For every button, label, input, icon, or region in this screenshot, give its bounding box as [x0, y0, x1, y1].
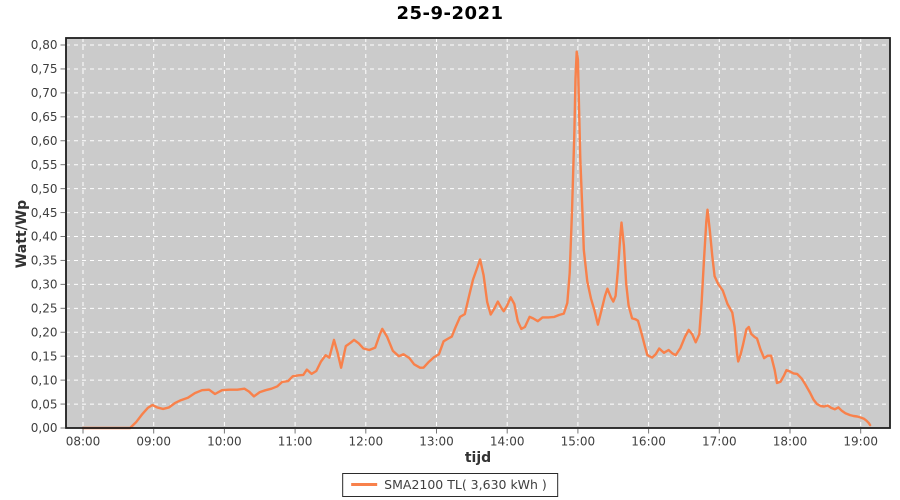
x-tick-label: 17:00 — [702, 435, 737, 449]
y-tick-label: 0,25 — [31, 302, 58, 316]
y-tick-label: 0,65 — [31, 110, 58, 124]
x-tick-label: 12:00 — [349, 435, 384, 449]
plot-background — [66, 38, 890, 428]
legend-series-label: SMA2100 TL( 3,630 kWh ) — [384, 477, 547, 492]
legend-line-swatch — [351, 483, 378, 486]
x-tick-label: 18:00 — [773, 435, 808, 449]
x-tick-label: 09:00 — [136, 435, 171, 449]
y-tick-label: 0,35 — [31, 254, 58, 268]
series-line — [81, 50, 872, 430]
plot-border — [65, 37, 891, 429]
x-tick-label: 10:00 — [207, 435, 242, 449]
y-tick-label: 0,40 — [31, 230, 58, 244]
x-tick-label: 08:00 — [66, 435, 101, 449]
y-tick-label: 0,55 — [31, 158, 58, 172]
y-tick-label: 0,00 — [31, 421, 58, 435]
y-tick-label: 0,60 — [31, 134, 58, 148]
y-tick-label: 0,15 — [31, 349, 58, 363]
y-tick-label: 0,30 — [31, 278, 58, 292]
y-tick-label: 0,10 — [31, 373, 58, 387]
y-tick-label: 0,75 — [31, 62, 58, 76]
y-tick-label: 0,05 — [31, 397, 58, 411]
x-tick-label: 14:00 — [490, 435, 525, 449]
y-tick-label: 0,70 — [31, 86, 58, 100]
x-tick-label: 13:00 — [419, 435, 454, 449]
axis-ticks — [60, 44, 862, 434]
x-tick-label: 15:00 — [561, 435, 596, 449]
y-tick-label: 0,50 — [31, 182, 58, 196]
x-tick-label: 11:00 — [278, 435, 313, 449]
y-tick-label: 0,80 — [31, 38, 58, 52]
x-axis-title: tijd — [464, 450, 492, 466]
y-tick-label: 0,45 — [31, 206, 58, 220]
x-tick-label: 19:00 — [843, 435, 878, 449]
legend: SMA2100 TL( 3,630 kWh ) — [342, 473, 558, 497]
x-tick-label: 16:00 — [631, 435, 666, 449]
tick-labels: 0,00 0,05 0,10 0,15 0,20 0,25 0,30 0,35 0,40 0,45… — [31, 38, 878, 448]
chart-title: 25-9-2021 — [396, 3, 504, 24]
gridlines — [66, 38, 890, 428]
y-tick-label: 0,20 — [31, 325, 58, 339]
